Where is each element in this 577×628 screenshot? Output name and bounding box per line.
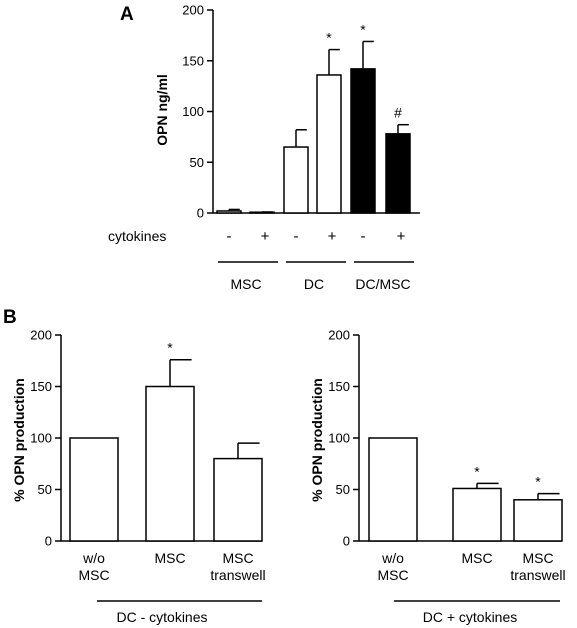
panel-a-bar [385, 133, 411, 214]
panel-b-right-y-tick-label: 100 [328, 431, 350, 446]
panel-b-left-y-tick-label: 200 [30, 328, 52, 343]
panel-b-right-bars: ** [368, 437, 563, 542]
panel-label-a: A [120, 4, 134, 25]
panel-b-left-y-tick-label: 150 [30, 379, 52, 394]
panel-b-right-bar [452, 487, 502, 542]
panel-a-y-ticks: 0 50 100 150 200 [182, 3, 213, 221]
panel-b-right-category-label: MSC [377, 567, 408, 583]
panel-b-left-y-tick-label: 50 [38, 482, 52, 497]
panel-a-cytokine-sign: + [261, 228, 270, 245]
panel-a-cytokine-sign: + [397, 228, 406, 245]
panel-a-cytokine-sign: - [227, 228, 232, 245]
panel-a-y-tick-label: 100 [182, 104, 204, 119]
panel-b-right-y-axis-label: % OPN production [309, 378, 325, 502]
panel-b-left-category-label: transwell [210, 567, 265, 583]
panel-b-left-category-label: w/o [82, 550, 105, 566]
panel-b-right-y-ticks: 0 50 100 150 200 [328, 328, 359, 549]
panel-b-left-y-tick-label: 100 [30, 431, 52, 446]
panel-a-cytokine-sign: - [361, 228, 366, 245]
panel-a-bar [283, 146, 309, 214]
panel-b-right-category-label: w/o [381, 550, 404, 566]
panel-b-left-category-label: MSC [154, 550, 185, 566]
panel-a-bar [216, 210, 242, 214]
panel-a-y-tick-label: 0 [197, 206, 204, 221]
panel-a-cytokines-label: cytokines [108, 228, 166, 244]
panel-b-left-category-label: MSC [222, 550, 253, 566]
panel-a-cytokine-signs: - + - + - + [227, 228, 406, 245]
panel-a-bars: * * # [216, 21, 411, 214]
panel-a-cytokine-sign: + [328, 228, 337, 245]
panel-b-left-group-label: DC - cytokines [116, 609, 207, 625]
panel-b-left-significance-marker: * [167, 340, 173, 356]
panel-b-right-category-label: MSC [461, 550, 492, 566]
panel-b-right-y-tick-label: 0 [343, 534, 350, 549]
panel-b-right-category-label: transwell [510, 567, 565, 583]
panel-b-right-category-label: MSC [522, 550, 553, 566]
panel-a-bar [316, 74, 342, 214]
panel-b-right-y-tick-label: 200 [328, 328, 350, 343]
panel-a-cytokine-sign: - [294, 228, 299, 245]
panel-label-b: B [3, 307, 17, 328]
panel-a-group-dc: DC [304, 276, 324, 292]
panel-b-left-y-axis-label: % OPN production [11, 378, 27, 502]
panel-b-right-y-tick-label: 50 [336, 482, 350, 497]
panel-b-left-bar [213, 457, 263, 542]
panel-a-significance-marker: # [394, 105, 402, 121]
panel-a-bar [350, 68, 376, 214]
panel-b-right-group-label: DC + cytokines [423, 609, 518, 625]
panel-b-left-bar [145, 385, 195, 542]
panel-a-group-msc: MSC [230, 276, 261, 292]
panel-b-left-y-ticks: 0 50 100 150 200 [30, 328, 61, 549]
panel-b-left-category-label: MSC [78, 567, 109, 583]
panel-b-right-significance-marker: * [474, 463, 480, 479]
panel-b-right-bar [513, 499, 563, 542]
panel-a-y-axis-label: OPN ng/ml [154, 74, 170, 146]
panel-a-y-tick-label: 200 [182, 3, 204, 18]
panel-b-left-bars: * [69, 340, 263, 542]
panel-a-y-tick-label: 150 [182, 53, 204, 68]
panel-a-chart: A OPN ng/ml 0 50 100 150 200 * * # cytokines -… [108, 3, 420, 292]
panel-a-y-tick-label: 50 [190, 155, 204, 170]
panel-a-significance-marker: * [326, 30, 332, 46]
panel-b-left-y-tick-label: 0 [45, 534, 52, 549]
panel-a-group-dc-msc: DC/MSC [355, 276, 410, 292]
panel-b-right-significance-marker: * [535, 474, 541, 490]
panel-a-significance-marker: * [360, 21, 366, 37]
panel-b-right-bar [368, 437, 418, 542]
panel-b-right-y-tick-label: 150 [328, 379, 350, 394]
panel-b-left-bar [69, 437, 119, 542]
